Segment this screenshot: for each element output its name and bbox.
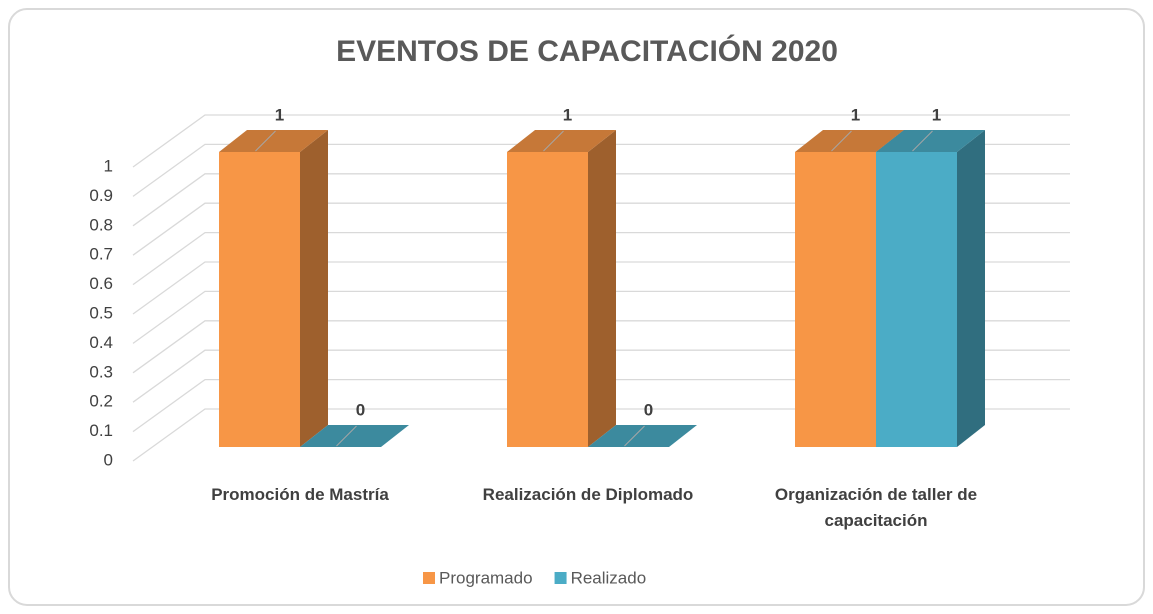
- legend-label: Realizado: [571, 568, 647, 587]
- bar: [507, 152, 588, 447]
- y-tick-label: 0.8: [89, 215, 113, 234]
- data-label: 0: [644, 400, 653, 419]
- y-tick-label: 0.1: [89, 421, 113, 440]
- bar: [876, 152, 957, 447]
- y-tick-label: 0.6: [89, 274, 113, 293]
- legend-swatch: [423, 572, 435, 584]
- grid-line: [132, 408, 1070, 462]
- leader-line: [543, 130, 564, 152]
- data-label: 1: [563, 105, 572, 124]
- legend-swatch: [554, 572, 567, 584]
- bar: [795, 152, 876, 447]
- y-tick-label: 0.4: [89, 333, 113, 352]
- chart-title: EVENTOS DE CAPACITACIÓN 2020: [336, 34, 838, 68]
- bar-top: [876, 130, 985, 152]
- bar-top: [219, 130, 328, 152]
- grid-line: [132, 231, 1070, 286]
- grid-line: [132, 173, 1070, 227]
- bar-top: [507, 130, 616, 152]
- grid-line: [132, 202, 1070, 256]
- grid-line: [132, 261, 1070, 315]
- y-tick-label: 0.9: [89, 186, 113, 205]
- leader-line: [624, 425, 645, 447]
- leader-line: [831, 130, 852, 152]
- grid-line: [132, 349, 1070, 403]
- data-label: 1: [851, 105, 860, 124]
- y-tick-label: 0.5: [89, 303, 113, 322]
- x-tick-label: Promoción de Mastría: [211, 485, 389, 504]
- grid-line: [132, 143, 1070, 197]
- x-tick-label: Realización de Diplomado: [482, 485, 694, 504]
- grid-line: [132, 320, 1070, 374]
- bar-top: [795, 130, 904, 152]
- bar-top: [588, 425, 697, 447]
- bar-side: [957, 130, 985, 447]
- grid-line: [132, 114, 1070, 168]
- grid-line: [132, 378, 1070, 433]
- y-tick-label: 0.7: [89, 245, 113, 264]
- data-label: 0: [356, 400, 365, 419]
- leader-line: [255, 130, 276, 152]
- data-label: 1: [275, 105, 284, 124]
- x-tick-label: Organización de taller de capacitación: [774, 485, 978, 530]
- y-tick-label: 0.2: [89, 392, 113, 411]
- legend-label: Programado: [439, 568, 533, 587]
- leader-line: [336, 425, 357, 447]
- y-tick-label: 1: [104, 156, 113, 175]
- bar: [219, 152, 300, 447]
- grid-line: [132, 290, 1070, 344]
- leader-line: [912, 130, 933, 152]
- bar-side: [300, 130, 328, 447]
- bar-top: [300, 425, 409, 447]
- y-tick-label: 0.3: [89, 362, 113, 381]
- bar-side: [588, 130, 616, 447]
- y-tick-label: 0: [104, 450, 113, 469]
- data-label: 1: [932, 105, 941, 124]
